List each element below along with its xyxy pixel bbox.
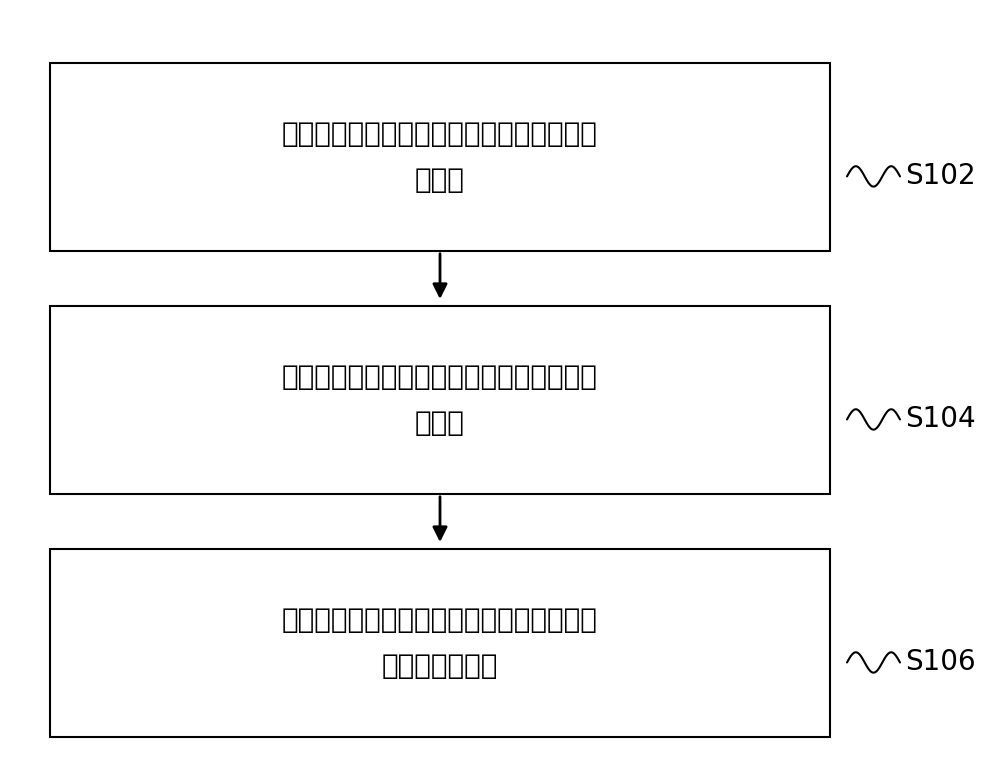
FancyBboxPatch shape xyxy=(50,549,830,737)
Text: 获取第一检测值与初始检测值之差，得到第
一差值: 获取第一检测值与初始检测值之差，得到第 一差值 xyxy=(282,363,598,437)
Text: S102: S102 xyxy=(905,162,976,191)
Text: 对空调的过滤网进行红外线检测，得到第一
检测值: 对空调的过滤网进行红外线检测，得到第一 检测值 xyxy=(282,120,598,194)
FancyBboxPatch shape xyxy=(50,306,830,494)
Text: 基于第一差值与预设值的比较结果，确定是
否输出提醒信息: 基于第一差值与预设值的比较结果，确定是 否输出提醒信息 xyxy=(282,606,598,680)
Text: S106: S106 xyxy=(905,648,976,677)
Text: S104: S104 xyxy=(905,405,976,434)
FancyBboxPatch shape xyxy=(50,63,830,251)
